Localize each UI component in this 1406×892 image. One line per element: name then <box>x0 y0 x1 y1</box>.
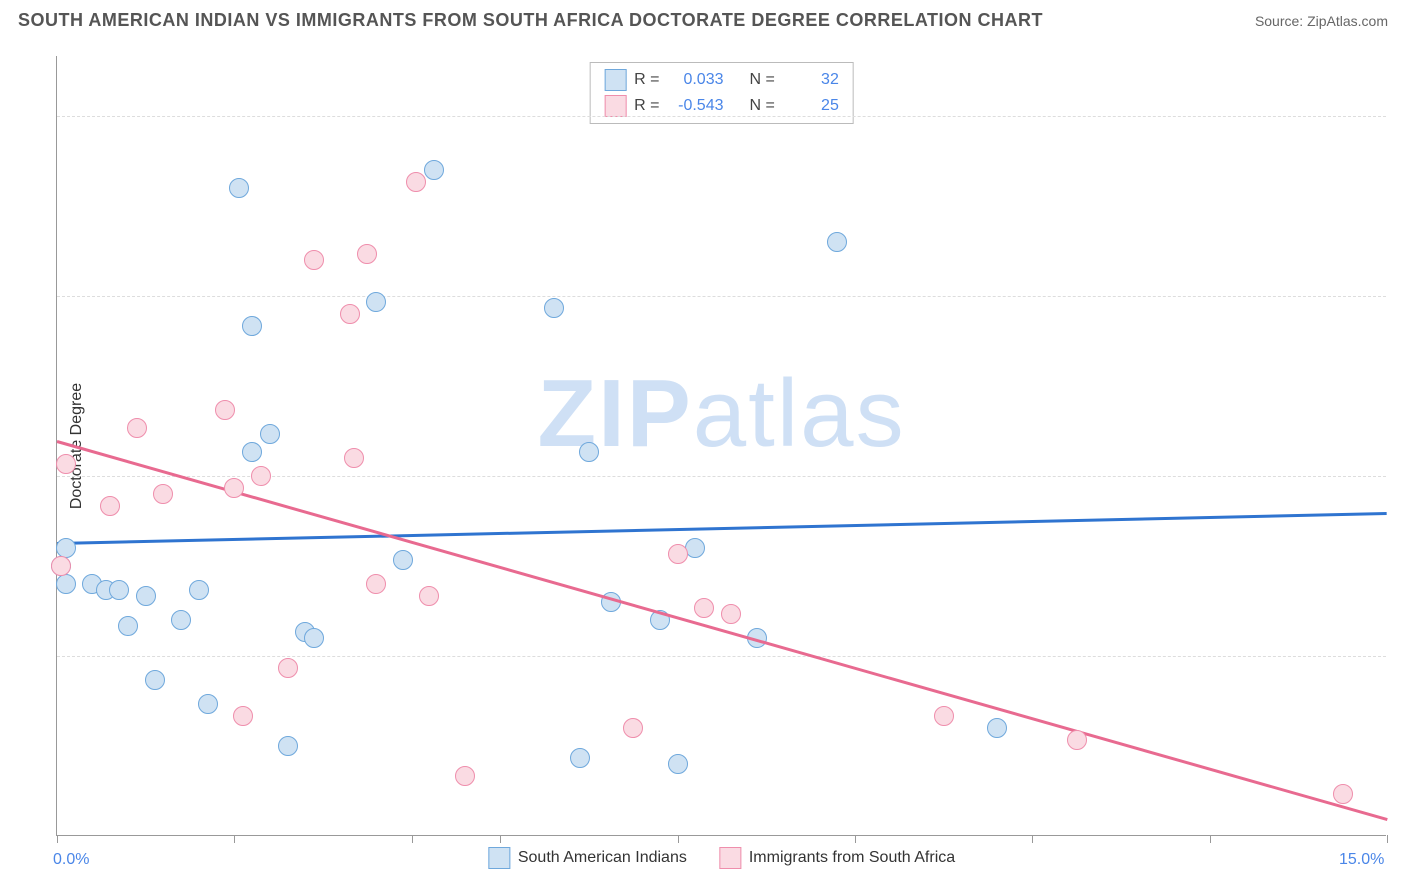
scatter-point <box>242 442 262 462</box>
scatter-point <box>198 694 218 714</box>
xtick <box>855 835 856 843</box>
source-label: Source: <box>1255 13 1307 29</box>
legend-swatch-1 <box>604 95 626 117</box>
legend-R-value-1: -0.543 <box>668 97 724 115</box>
scatter-point <box>242 316 262 336</box>
scatter-point <box>127 418 147 438</box>
scatter-point <box>153 484 173 504</box>
source-value: ZipAtlas.com <box>1307 13 1388 29</box>
scatter-point <box>424 160 444 180</box>
xtick <box>412 835 413 843</box>
scatter-point <box>406 172 426 192</box>
ytick-label: 1.5% <box>1396 647 1406 665</box>
legend-N-value-1: 25 <box>783 97 839 115</box>
legend-item-0: South American Indians <box>488 847 687 869</box>
legend-R-label-1: R = <box>634 97 659 115</box>
scatter-point <box>278 658 298 678</box>
scatter-point <box>544 298 564 318</box>
scatter-point <box>366 574 386 594</box>
legend-series: South American Indians Immigrants from S… <box>488 847 955 869</box>
scatter-point <box>304 628 324 648</box>
scatter-point <box>623 718 643 738</box>
scatter-point <box>56 574 76 594</box>
scatter-point <box>570 748 590 768</box>
scatter-point <box>56 454 76 474</box>
trend-line <box>57 440 1388 821</box>
scatter-point <box>340 304 360 324</box>
gridline-h <box>57 116 1386 117</box>
scatter-point <box>721 604 741 624</box>
scatter-point <box>419 586 439 606</box>
gridline-h <box>57 656 1386 657</box>
legend-stats: R = 0.033 N = 32 R = -0.543 N = 25 <box>589 62 854 124</box>
xtick <box>500 835 501 843</box>
legend-label-1: Immigrants from South Africa <box>749 849 955 867</box>
xtick <box>1210 835 1211 843</box>
scatter-point <box>694 598 714 618</box>
trend-line <box>57 512 1387 545</box>
legend-R-value-0: 0.033 <box>668 71 724 89</box>
scatter-point <box>344 448 364 468</box>
chart-title: SOUTH AMERICAN INDIAN VS IMMIGRANTS FROM… <box>18 10 1043 31</box>
scatter-point <box>56 538 76 558</box>
scatter-point <box>827 232 847 252</box>
scatter-point <box>189 580 209 600</box>
legend-item-1: Immigrants from South Africa <box>719 847 955 869</box>
xtick <box>57 835 58 843</box>
scatter-point <box>233 706 253 726</box>
scatter-point <box>260 424 280 444</box>
scatter-point <box>136 586 156 606</box>
scatter-point <box>1333 784 1353 804</box>
xtick <box>1032 835 1033 843</box>
legend-swatch-0 <box>604 69 626 91</box>
source: Source: ZipAtlas.com <box>1255 13 1388 29</box>
scatter-point <box>100 496 120 516</box>
ytick-label: 3.0% <box>1396 467 1406 485</box>
scatter-point <box>145 670 165 690</box>
scatter-point <box>51 556 71 576</box>
scatter-point <box>1067 730 1087 750</box>
scatter-point <box>357 244 377 264</box>
legend-N-label-0: N = <box>750 71 775 89</box>
xtick <box>1387 835 1388 843</box>
scatter-point <box>579 442 599 462</box>
xtick <box>678 835 679 843</box>
scatter-point <box>118 616 138 636</box>
scatter-point <box>171 610 191 630</box>
scatter-point <box>215 400 235 420</box>
legend-label-0: South American Indians <box>518 849 687 867</box>
xtick-label: 0.0% <box>53 851 89 869</box>
legend-N-value-0: 32 <box>783 71 839 89</box>
ytick-label: 4.5% <box>1396 287 1406 305</box>
xtick <box>234 835 235 843</box>
scatter-point <box>366 292 386 312</box>
scatter-point <box>934 706 954 726</box>
scatter-point <box>455 766 475 786</box>
scatter-point <box>278 736 298 756</box>
plot-wrap: Doctorate Degree ZIPatlas R = 0.033 N = … <box>56 56 1386 836</box>
legend-stats-row-0: R = 0.033 N = 32 <box>590 67 853 93</box>
title-bar: SOUTH AMERICAN INDIAN VS IMMIGRANTS FROM… <box>0 0 1406 39</box>
legend-swatch-b1 <box>719 847 741 869</box>
scatter-point <box>987 718 1007 738</box>
scatter-point <box>229 178 249 198</box>
scatter-point <box>685 538 705 558</box>
gridline-h <box>57 296 1386 297</box>
scatter-point <box>251 466 271 486</box>
watermark-left: ZIP <box>537 360 692 467</box>
legend-swatch-b0 <box>488 847 510 869</box>
scatter-point <box>109 580 129 600</box>
plot-area: ZIPatlas R = 0.033 N = 32 R = -0.543 N =… <box>56 56 1386 836</box>
scatter-point <box>224 478 244 498</box>
scatter-point <box>668 754 688 774</box>
legend-R-label-0: R = <box>634 71 659 89</box>
scatter-point <box>304 250 324 270</box>
ytick-label: 6.0% <box>1396 107 1406 125</box>
legend-N-label-1: N = <box>750 97 775 115</box>
scatter-point <box>668 544 688 564</box>
scatter-point <box>393 550 413 570</box>
watermark-right: atlas <box>693 360 906 467</box>
xtick-label: 15.0% <box>1339 851 1384 869</box>
